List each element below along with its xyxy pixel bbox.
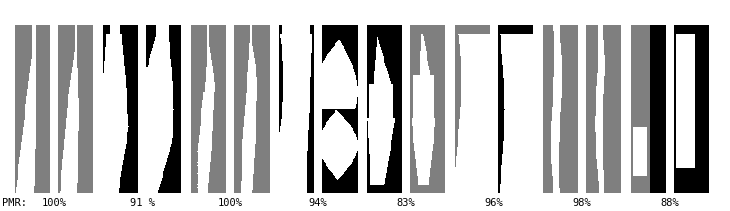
Text: 94%: 94% — [309, 197, 327, 208]
Text: 91 %: 91 % — [129, 197, 155, 208]
Text: PMR:: PMR: — [2, 197, 27, 208]
Text: 88%: 88% — [661, 197, 680, 208]
Text: 98%: 98% — [572, 197, 591, 208]
Text: 100%: 100% — [218, 197, 242, 208]
Text: 100%: 100% — [42, 197, 66, 208]
Text: 83%: 83% — [396, 197, 415, 208]
Text: 96%: 96% — [485, 197, 504, 208]
